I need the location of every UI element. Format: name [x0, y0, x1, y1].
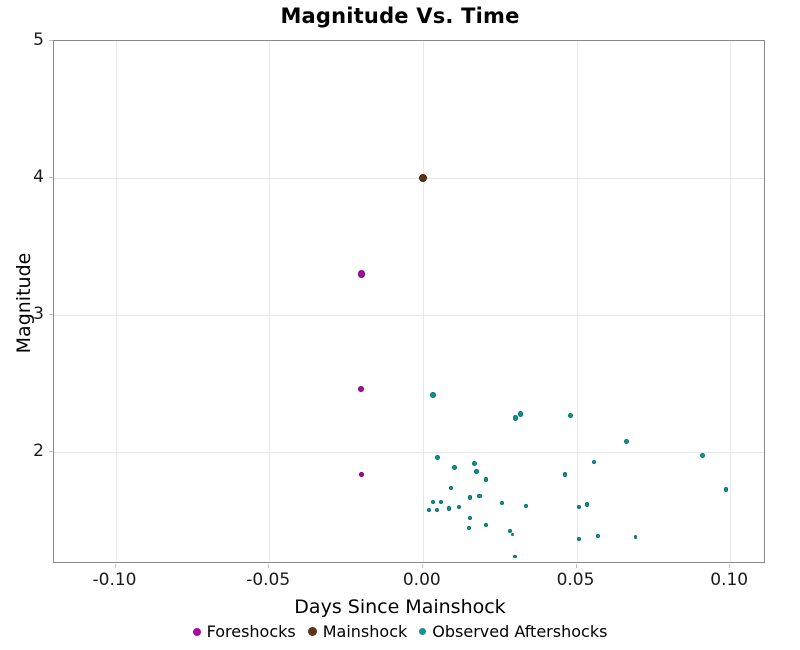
x-tick-mark — [729, 564, 731, 568]
data-point-observed-aftershocks — [477, 494, 482, 499]
data-point-observed-aftershocks — [448, 485, 453, 491]
x-tick-mark — [575, 564, 577, 568]
data-point-observed-aftershocks — [474, 469, 479, 474]
gridline-y — [54, 315, 764, 317]
gridline-y — [54, 178, 764, 180]
data-point-observed-aftershocks — [483, 523, 488, 527]
data-point-observed-aftershocks — [723, 487, 729, 492]
y-tick-mark — [49, 451, 53, 453]
data-point-observed-aftershocks — [429, 391, 436, 398]
y-tick-label: 5 — [33, 30, 44, 50]
data-point-observed-aftershocks — [513, 554, 517, 559]
y-tick-mark — [49, 314, 53, 316]
data-point-observed-aftershocks — [633, 535, 638, 540]
gridline-x — [115, 41, 117, 562]
legend-dot-mainshock — [307, 627, 317, 636]
chart-title: Magnitude Vs. Time — [280, 4, 520, 28]
gridline-x — [576, 41, 578, 562]
data-point-foreshocks — [357, 270, 365, 278]
data-point-foreshocks — [359, 471, 364, 477]
legend: Foreshocks Mainshock Observed Aftershocks — [0, 622, 800, 641]
legend-label: Foreshocks — [206, 622, 296, 641]
data-point-observed-aftershocks — [435, 507, 440, 512]
x-tick-label: -0.05 — [246, 570, 291, 590]
x-tick-label: 0.10 — [710, 570, 749, 590]
x-tick-label: 0.00 — [402, 570, 441, 590]
data-point-observed-aftershocks — [512, 415, 519, 421]
data-point-observed-aftershocks — [562, 471, 568, 477]
gridline-y — [54, 452, 764, 454]
data-point-observed-aftershocks — [438, 499, 444, 504]
y-axis-label: Magnitude — [13, 252, 35, 354]
data-point-observed-aftershocks — [451, 465, 457, 470]
data-point-observed-aftershocks — [517, 411, 524, 417]
data-point-observed-aftershocks — [483, 477, 489, 482]
legend-dot-observed-aftershocks — [419, 628, 427, 635]
y-tick-label: 4 — [33, 167, 44, 188]
y-tick-mark — [49, 40, 53, 41]
data-point-observed-aftershocks — [508, 528, 513, 533]
data-point-observed-aftershocks — [524, 503, 529, 508]
data-point-foreshocks — [358, 386, 365, 393]
data-point-observed-aftershocks — [446, 506, 451, 511]
legend-dot-foreshocks — [192, 627, 201, 636]
data-point-observed-aftershocks — [435, 455, 441, 461]
data-point-observed-aftershocks — [576, 505, 581, 510]
data-point-observed-aftershocks — [467, 495, 473, 500]
legend-label: Mainshock — [322, 622, 408, 641]
legend-item: Mainshock — [307, 622, 408, 641]
data-point-observed-aftershocks — [472, 460, 477, 466]
x-tick-mark — [268, 564, 270, 568]
data-point-observed-aftershocks — [576, 536, 581, 541]
data-point-observed-aftershocks — [584, 502, 590, 507]
data-point-observed-aftershocks — [700, 452, 706, 458]
plot-area — [53, 40, 765, 563]
data-point-observed-aftershocks — [510, 532, 515, 537]
data-point-observed-aftershocks — [500, 500, 505, 506]
data-point-observed-aftershocks — [427, 507, 432, 512]
data-point-observed-aftershocks — [456, 505, 461, 510]
gridline-x — [730, 41, 732, 562]
data-point-observed-aftershocks — [623, 438, 629, 444]
data-point-observed-aftershocks — [467, 516, 472, 521]
x-tick-label: 0.05 — [556, 570, 595, 590]
x-axis-label: Days Since Mainshock — [294, 596, 506, 618]
gridline-x — [269, 41, 271, 562]
legend-label: Observed Aftershocks — [432, 622, 608, 641]
y-tick-label: 2 — [33, 441, 44, 462]
x-tick-mark — [114, 564, 116, 568]
data-point-mainshock — [418, 173, 428, 183]
data-point-observed-aftershocks — [595, 534, 600, 538]
x-tick-mark — [421, 564, 423, 568]
gridline-x — [422, 41, 424, 562]
data-point-observed-aftershocks — [591, 459, 597, 465]
data-point-observed-aftershocks — [567, 412, 574, 419]
y-tick-mark — [49, 177, 53, 179]
legend-item: Observed Aftershocks — [419, 622, 607, 641]
y-tick-label: 3 — [33, 304, 44, 325]
x-tick-label: -0.10 — [92, 570, 137, 590]
legend-item: Foreshocks — [192, 622, 296, 641]
data-point-observed-aftershocks — [430, 499, 436, 504]
data-point-observed-aftershocks — [466, 525, 471, 530]
